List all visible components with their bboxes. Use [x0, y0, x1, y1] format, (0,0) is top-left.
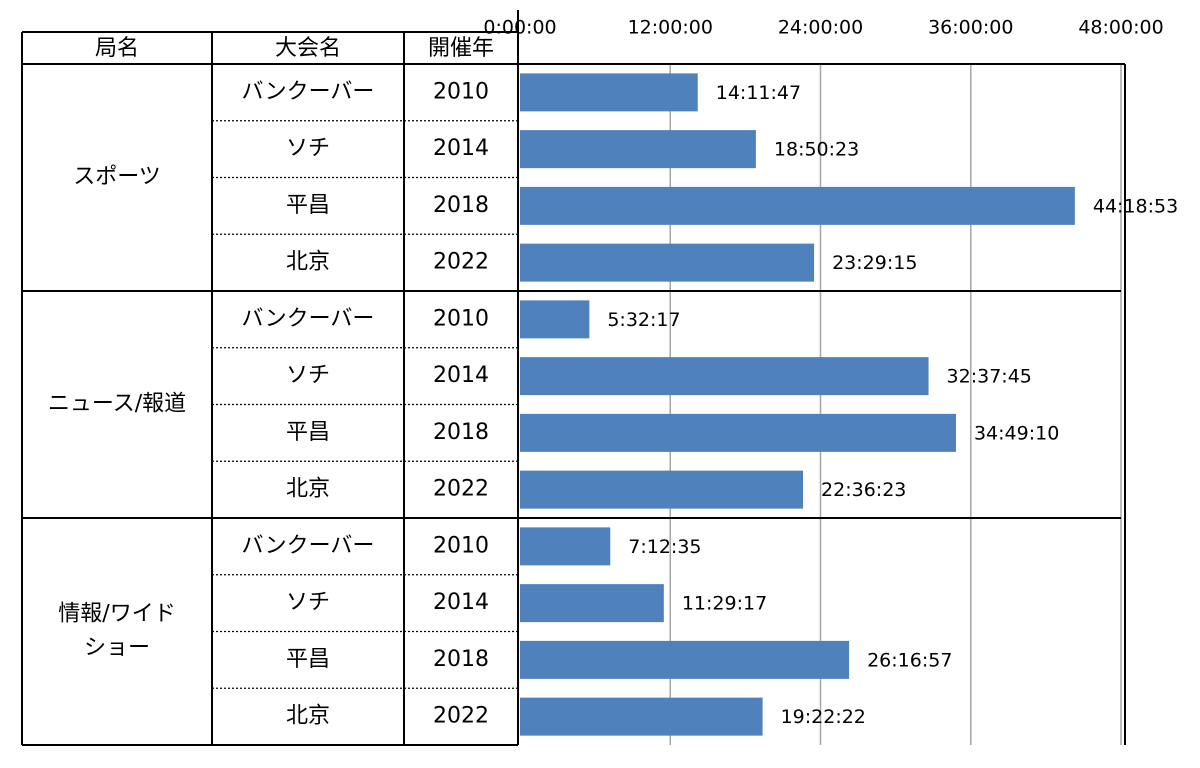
- data-label: 5:32:17: [607, 309, 680, 331]
- bar: [520, 470, 804, 509]
- event-name-cell: ソチ: [286, 136, 330, 161]
- station-group-label: 情報/ワイド: [58, 602, 175, 627]
- station-group-label: ショー: [84, 636, 150, 661]
- data-label: 7:12:35: [628, 536, 701, 558]
- event-name-cell: 北京: [286, 477, 330, 502]
- x-tick-label: 24:00:00: [778, 17, 863, 39]
- event-year-cell: 2010: [433, 533, 489, 558]
- event-year-cell: 2014: [433, 136, 489, 161]
- data-label: 11:29:17: [682, 593, 767, 615]
- x-tick-label: 36:00:00: [928, 17, 1013, 39]
- event-name-cell: ソチ: [286, 363, 330, 388]
- bar: [520, 357, 929, 396]
- station-group-label: ニュース/報道: [48, 392, 186, 417]
- event-year-cell: 2022: [433, 704, 489, 729]
- data-label: 26:16:57: [867, 649, 952, 671]
- data-label: 18:50:23: [774, 139, 859, 161]
- data-label: 34:49:10: [974, 422, 1059, 444]
- bar: [520, 640, 850, 679]
- event-year-cell: 2018: [433, 193, 489, 218]
- event-name-cell: ソチ: [286, 590, 330, 615]
- data-label: 23:29:15: [832, 252, 917, 274]
- event-name-cell: 平昌: [286, 420, 330, 445]
- event-year-cell: 2022: [433, 250, 489, 275]
- table-header-cell: 開催年: [428, 36, 494, 61]
- x-tick-label: 48:00:00: [1078, 17, 1163, 39]
- event-year-cell: 2010: [433, 79, 489, 104]
- bar: [520, 300, 590, 339]
- station-group-label: スポーツ: [73, 165, 161, 190]
- event-year-cell: 2022: [433, 477, 489, 502]
- data-label: 22:36:23: [821, 479, 906, 501]
- x-tick-label: 12:00:00: [628, 17, 713, 39]
- event-year-cell: 2018: [433, 647, 489, 672]
- event-name-cell: 平昌: [286, 647, 330, 672]
- table-header-cell: 局名: [95, 36, 139, 61]
- bar: [520, 697, 763, 736]
- event-name-cell: 北京: [286, 250, 330, 275]
- bar: [520, 584, 664, 623]
- table-header-cell: 大会名: [275, 36, 341, 61]
- event-name-cell: バンクーバー: [242, 306, 375, 331]
- bar: [520, 130, 756, 169]
- event-year-cell: 2014: [433, 590, 489, 615]
- bar: [520, 186, 1075, 225]
- event-name-cell: バンクーバー: [242, 79, 375, 104]
- bar: [520, 243, 815, 282]
- data-label: 44:18:53: [1093, 195, 1178, 217]
- event-year-cell: 2014: [433, 363, 489, 388]
- event-name-cell: 北京: [286, 704, 330, 729]
- event-name-cell: バンクーバー: [242, 533, 375, 558]
- bar: [520, 413, 956, 452]
- event-year-cell: 2010: [433, 306, 489, 331]
- event-year-cell: 2018: [433, 420, 489, 445]
- data-label: 19:22:22: [781, 706, 866, 728]
- data-label: 32:37:45: [947, 366, 1032, 388]
- bar: [520, 527, 611, 566]
- event-name-cell: 平昌: [286, 193, 330, 218]
- bar: [520, 73, 698, 112]
- data-label: 14:11:47: [716, 82, 801, 104]
- x-tick-label: 0:00:00: [483, 17, 556, 39]
